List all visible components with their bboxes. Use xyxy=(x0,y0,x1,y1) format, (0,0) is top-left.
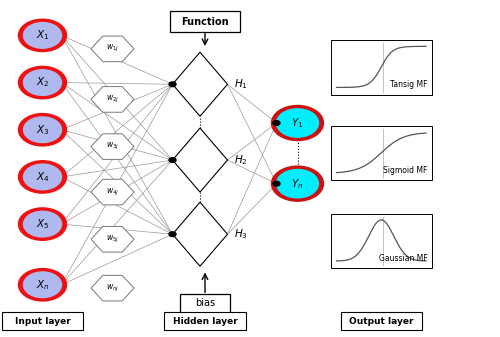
Text: Input layer: Input layer xyxy=(14,317,70,326)
Text: Function: Function xyxy=(181,17,229,27)
Text: Hidden layer: Hidden layer xyxy=(172,317,238,326)
Polygon shape xyxy=(172,52,228,116)
Circle shape xyxy=(272,166,324,201)
Circle shape xyxy=(18,161,66,193)
Circle shape xyxy=(24,117,62,143)
Text: $X_{5}$: $X_{5}$ xyxy=(36,217,49,231)
Circle shape xyxy=(273,121,280,125)
Text: $w_{5j}$: $w_{5j}$ xyxy=(106,234,119,245)
Text: $w_{3j}$: $w_{3j}$ xyxy=(106,141,119,152)
Circle shape xyxy=(273,181,280,186)
Circle shape xyxy=(24,70,62,95)
Text: $w_{2j}$: $w_{2j}$ xyxy=(106,94,119,105)
Text: Sigmoid MF: Sigmoid MF xyxy=(383,166,428,175)
Circle shape xyxy=(24,211,62,237)
Polygon shape xyxy=(91,36,134,62)
Text: $w_{nj}$: $w_{nj}$ xyxy=(106,283,119,294)
Circle shape xyxy=(276,109,318,137)
Text: $H_{1}$: $H_{1}$ xyxy=(234,78,247,91)
Polygon shape xyxy=(172,202,228,266)
Circle shape xyxy=(18,19,66,52)
Circle shape xyxy=(18,208,66,240)
Polygon shape xyxy=(91,87,134,112)
Circle shape xyxy=(169,158,176,162)
FancyBboxPatch shape xyxy=(2,312,83,330)
FancyBboxPatch shape xyxy=(170,11,240,32)
Circle shape xyxy=(18,114,66,146)
Circle shape xyxy=(272,105,324,141)
Circle shape xyxy=(169,232,176,237)
Circle shape xyxy=(169,82,176,87)
Text: $Y_{n}$: $Y_{n}$ xyxy=(292,177,304,190)
Circle shape xyxy=(24,23,62,48)
Circle shape xyxy=(24,164,62,190)
Text: $w_{4j}$: $w_{4j}$ xyxy=(106,187,119,197)
Circle shape xyxy=(24,272,62,298)
Text: $X_{1}$: $X_{1}$ xyxy=(36,29,50,42)
FancyBboxPatch shape xyxy=(164,312,246,330)
Text: $H_{3}$: $H_{3}$ xyxy=(234,227,247,241)
Text: $X_{2}$: $X_{2}$ xyxy=(36,76,49,89)
FancyBboxPatch shape xyxy=(331,214,432,268)
Polygon shape xyxy=(91,275,134,301)
Circle shape xyxy=(276,170,318,198)
Polygon shape xyxy=(91,134,134,159)
Circle shape xyxy=(18,66,66,99)
FancyBboxPatch shape xyxy=(331,126,432,180)
Text: $X_{3}$: $X_{3}$ xyxy=(36,123,50,136)
Text: Tansig MF: Tansig MF xyxy=(390,81,428,89)
Text: Gaussian MF: Gaussian MF xyxy=(379,254,428,263)
Polygon shape xyxy=(91,179,134,205)
Text: $X_{n}$: $X_{n}$ xyxy=(36,278,50,292)
FancyBboxPatch shape xyxy=(340,312,422,330)
Text: $w_{1j}$: $w_{1j}$ xyxy=(106,43,119,54)
Text: bias: bias xyxy=(195,298,215,308)
Polygon shape xyxy=(91,226,134,252)
FancyBboxPatch shape xyxy=(180,294,230,313)
Circle shape xyxy=(18,269,66,301)
Text: $H_{2}$: $H_{2}$ xyxy=(234,153,247,167)
Text: Output layer: Output layer xyxy=(349,317,414,326)
Text: $X_{4}$: $X_{4}$ xyxy=(36,170,50,184)
Polygon shape xyxy=(172,128,228,192)
FancyBboxPatch shape xyxy=(331,40,432,94)
Text: $Y_{1}$: $Y_{1}$ xyxy=(292,116,304,130)
